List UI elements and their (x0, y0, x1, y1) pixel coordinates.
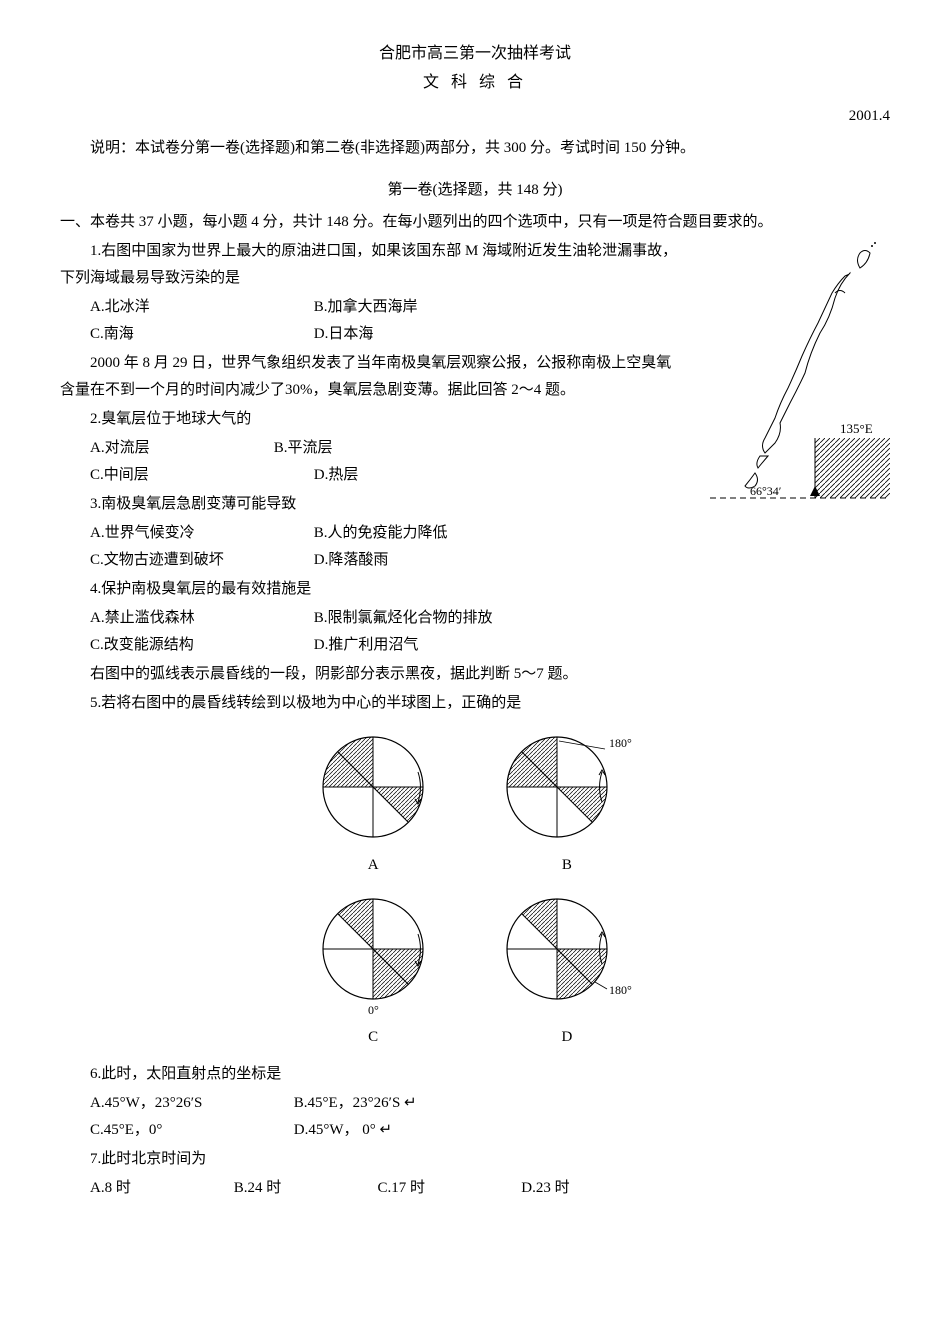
hemi-c-label: C (313, 1024, 433, 1051)
q3-option-d: D.降落酸雨 (314, 547, 534, 574)
q1-stem: 1.右图中国家为世界上最大的原油进口国，如果该国东部 M 海域附近发生油轮泄漏事… (60, 238, 680, 292)
q3-option-a: A.世界气候变冷 (90, 520, 310, 547)
hemisphere-b: 180° B (497, 727, 637, 879)
map-longitude-label: 135°E (840, 421, 873, 436)
return-icon-1: ↵ (404, 1095, 417, 1111)
page-title: 合肥市高三第一次抽样考试 (60, 40, 890, 69)
hemi-d-label: D (497, 1024, 637, 1051)
return-icon-2: ↵ (380, 1122, 393, 1138)
q4-stem: 4.保护南极臭氧层的最有效措施是 (60, 576, 680, 603)
q4-option-a: A.禁止滥伐森林 (90, 605, 310, 632)
hemi-d-180-label: 180° (609, 983, 632, 997)
q2-option-a: A.对流层 (90, 435, 270, 462)
hemi-a-label: A (313, 852, 433, 879)
q6-options: A.45°W，23°26′S B.45°E，23°26′S ↵ C.45°E，0… (90, 1090, 890, 1144)
q4-option-c: C.改变能源结构 (90, 632, 310, 659)
q2-options: A.对流层 B.平流层 C.中间层 D.热层 (90, 435, 680, 489)
q6-stem: 6.此时，太阳直射点的坐标是 (60, 1061, 890, 1088)
section-1-title: 第一卷(选择题，共 148 分) (60, 177, 890, 204)
q1-option-b: B.加拿大西海岸 (314, 294, 534, 321)
q2-option-d: D.热层 (314, 462, 534, 489)
content-with-map: 135°E 66°34′ 1.右图中国家为世界上最大的原油进口国，如果该国东部 … (60, 238, 890, 717)
q6-option-d: D.45°W， 0° (294, 1117, 376, 1144)
q7-option-c: C.17 时 (378, 1175, 518, 1202)
passage-5-7: 右图中的弧线表示晨昏线的一段，阴影部分表示黑夜，据此判断 5～7 题。 (60, 661, 680, 688)
q6-option-c: C.45°E，0° (90, 1117, 290, 1144)
hemisphere-c: 0° C (313, 889, 433, 1051)
q2-stem: 2.臭氧层位于地球大气的 (60, 406, 680, 433)
hemisphere-row-2: 0° C 180° D (60, 889, 890, 1051)
q1-options: A.北冰洋 B.加拿大西海岸 C.南海 D.日本海 (90, 294, 680, 348)
q4-options: A.禁止滥伐森林 B.限制氯氟烃化合物的排放 C.改变能源结构 D.推广利用沼气 (90, 605, 680, 659)
q1-option-c: C.南海 (90, 321, 310, 348)
q3-option-c: C.文物古迹遭到破坏 (90, 547, 310, 574)
q4-option-d: D.推广利用沼气 (314, 632, 534, 659)
q7-stem: 7.此时北京时间为 (60, 1146, 890, 1173)
hemi-b-180-label: 180° (609, 736, 632, 750)
q4-option-b: B.限制氯氟烃化合物的排放 (314, 605, 534, 632)
q6-option-a: A.45°W，23°26′S (90, 1090, 290, 1117)
q1-option-a: A.北冰洋 (90, 294, 310, 321)
hemi-b-label: B (497, 852, 637, 879)
q2-option-b: B.平流层 (274, 435, 494, 462)
exam-instruction: 说明：本试卷分第一卷(选择题)和第二卷(非选择题)两部分，共 300 分。考试时… (60, 135, 890, 162)
q7-options: A.8 时 B.24 时 C.17 时 D.23 时 (90, 1175, 890, 1202)
passage-2-4: 2000 年 8 月 29 日，世界气象组织发表了当年南极臭氧层观察公报，公报称… (60, 350, 680, 404)
japan-map-figure: 135°E 66°34′ (710, 238, 890, 518)
q2-option-c: C.中间层 (90, 462, 310, 489)
q7-option-d: D.23 时 (521, 1175, 569, 1202)
map-latitude-label: 66°34′ (750, 484, 782, 498)
q1-option-d: D.日本海 (314, 321, 534, 348)
hemisphere-d: 180° D (497, 889, 637, 1051)
hemisphere-row-1: A 180° B (60, 727, 890, 879)
q3-options: A.世界气候变冷 B.人的免疫能力降低 C.文物古迹遭到破坏 D.降落酸雨 (90, 520, 680, 574)
q7-option-b: B.24 时 (234, 1175, 374, 1202)
q7-option-a: A.8 时 (90, 1175, 230, 1202)
q6-option-b: B.45°E，23°26′S (294, 1090, 401, 1117)
hemi-c-0-label: 0° (368, 1003, 379, 1017)
q5-stem: 5.若将右图中的晨昏线转绘到以极地为中心的半球图上，正确的是 (60, 690, 680, 717)
page-subtitle: 文 科 综 合 (60, 69, 890, 98)
q3-stem: 3.南极臭氧层急剧变薄可能导致 (60, 491, 680, 518)
exam-date: 2001.4 (60, 103, 890, 130)
hemisphere-a: A (313, 727, 433, 879)
section-1-intro: 一、本卷共 37 小题，每小题 4 分，共计 148 分。在每小题列出的四个选项… (60, 209, 890, 236)
q3-option-b: B.人的免疫能力降低 (314, 520, 534, 547)
